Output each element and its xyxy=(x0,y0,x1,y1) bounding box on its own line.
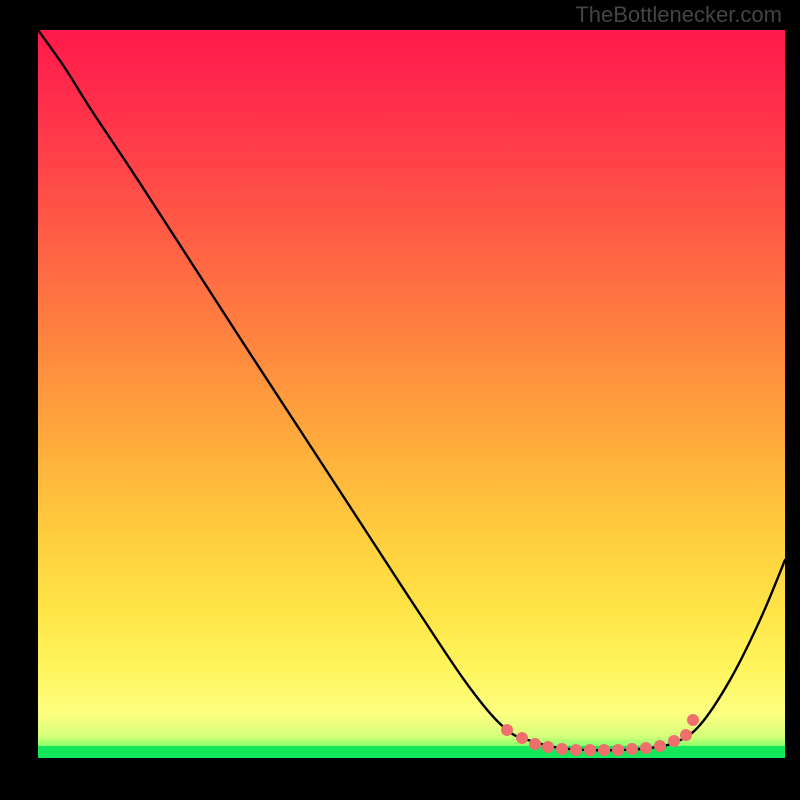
plot-green-band xyxy=(38,746,785,758)
chart-root: TheBottlenecker.com xyxy=(0,0,800,800)
border-bottom xyxy=(0,758,800,800)
plot-gradient xyxy=(38,30,785,758)
border-left xyxy=(0,0,38,800)
border-right xyxy=(785,0,800,800)
attribution-label: TheBottlenecker.com xyxy=(575,2,782,28)
